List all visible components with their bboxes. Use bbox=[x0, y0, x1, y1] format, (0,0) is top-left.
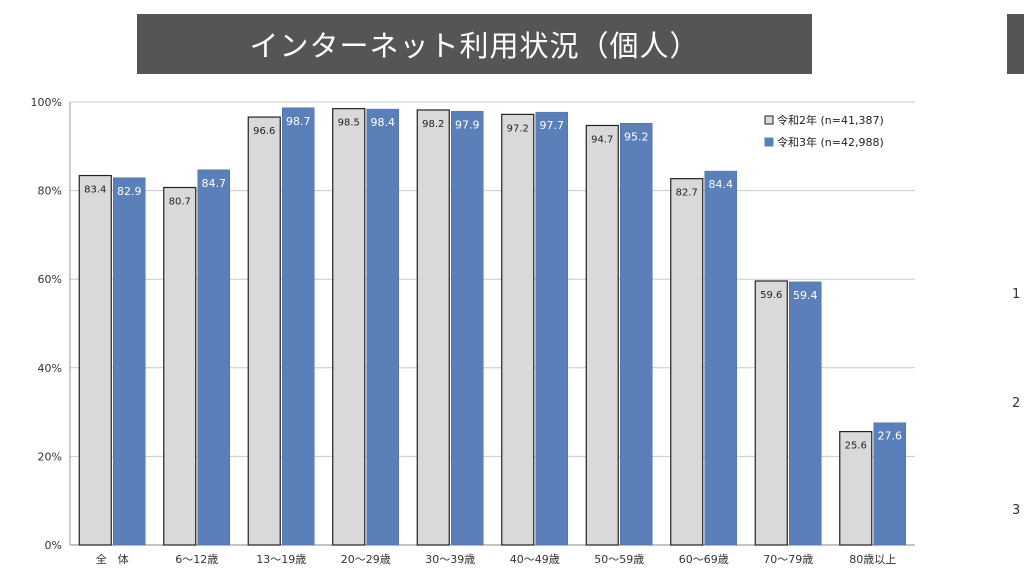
y-tick-label: 60% bbox=[38, 273, 62, 286]
x-category-label: 20～29歳 bbox=[341, 553, 391, 566]
x-category-label: 40～49歳 bbox=[510, 553, 560, 566]
bar-2020-value-label: 97.2 bbox=[507, 123, 529, 134]
bar-2021-value-label: 84.4 bbox=[709, 178, 734, 191]
bar-2020-value-label: 80.7 bbox=[169, 196, 191, 207]
bar-2020 bbox=[754, 280, 788, 546]
bar-2020-value-label: 59.6 bbox=[760, 290, 782, 301]
bar-2020 bbox=[332, 108, 366, 546]
y-tick-label: 40% bbox=[38, 362, 62, 375]
x-category-label: 50～59歳 bbox=[594, 553, 644, 566]
bar-2021 bbox=[197, 169, 230, 546]
bar-2020 bbox=[585, 124, 619, 546]
bar-2021 bbox=[366, 108, 399, 546]
x-category-label: 60～69歳 bbox=[679, 553, 729, 566]
bar-2020 bbox=[670, 178, 704, 546]
x-category-label: 80歳以上 bbox=[849, 553, 896, 566]
y-tick-label: 100% bbox=[31, 96, 62, 109]
bar-2021-value-label: 59.4 bbox=[793, 289, 818, 302]
bar-2021 bbox=[113, 177, 146, 546]
next-slide-title-banner-fragment bbox=[1007, 14, 1024, 74]
bar-2020-value-label: 96.6 bbox=[253, 126, 275, 137]
bar-2021-value-label: 95.2 bbox=[624, 130, 649, 143]
y-tick-label: 80% bbox=[38, 185, 62, 198]
bar-2021-value-label: 97.9 bbox=[455, 118, 480, 131]
bar-2021 bbox=[282, 107, 315, 546]
y-tick-label: 20% bbox=[38, 450, 62, 463]
right-fragment-3: 3 bbox=[1012, 503, 1021, 518]
bar-2021 bbox=[451, 111, 484, 546]
x-category-label: 70～79歳 bbox=[763, 553, 813, 566]
x-category-label: 全 体 bbox=[96, 552, 129, 566]
right-fragment-2: 2 bbox=[1012, 396, 1021, 411]
bar-2020-value-label: 83.4 bbox=[84, 185, 106, 196]
bar-2021-value-label: 98.7 bbox=[286, 115, 311, 128]
bar-2020 bbox=[416, 109, 450, 546]
x-category-label: 6～12歳 bbox=[175, 553, 218, 566]
bar-2020-value-label: 98.2 bbox=[422, 119, 444, 130]
x-category-label: 30～39歳 bbox=[425, 553, 475, 566]
legend-label: 令和3年 (n=42,988) bbox=[777, 135, 884, 149]
bar-2021-value-label: 98.4 bbox=[371, 116, 396, 129]
bar-2020 bbox=[247, 116, 281, 546]
slide-title: インターネット利用状況（個人） bbox=[249, 29, 700, 63]
bar-2020 bbox=[839, 430, 873, 546]
legend-swatch bbox=[764, 137, 774, 147]
title-banner: インターネット利用状況（個人） bbox=[137, 14, 812, 74]
bar-2020-value-label: 98.5 bbox=[338, 118, 360, 129]
bar-2021 bbox=[789, 281, 822, 546]
bar-2020-value-label: 94.7 bbox=[591, 134, 613, 145]
bar-2020 bbox=[78, 174, 112, 546]
bar-2020 bbox=[501, 113, 535, 546]
bar-2020-value-label: 25.6 bbox=[845, 441, 867, 452]
bar-2021 bbox=[620, 123, 653, 546]
bar-2020 bbox=[163, 186, 197, 546]
bar-2021-value-label: 82.9 bbox=[117, 185, 142, 198]
bar-2021-value-label: 27.6 bbox=[878, 430, 903, 443]
bar-2021 bbox=[873, 422, 906, 546]
legend-label: 令和2年 (n=41,387) bbox=[777, 113, 884, 127]
legend-swatch bbox=[764, 115, 774, 125]
bar-2021-value-label: 84.7 bbox=[202, 177, 227, 190]
bar-2021 bbox=[535, 111, 568, 546]
bar-2020-value-label: 82.7 bbox=[676, 188, 698, 199]
bar-2021 bbox=[704, 170, 737, 546]
x-category-label: 13～19歳 bbox=[256, 553, 306, 566]
bar-2021-value-label: 97.7 bbox=[540, 119, 565, 132]
right-fragment-1: 1 bbox=[1012, 287, 1021, 302]
y-tick-label: 0% bbox=[45, 539, 62, 552]
